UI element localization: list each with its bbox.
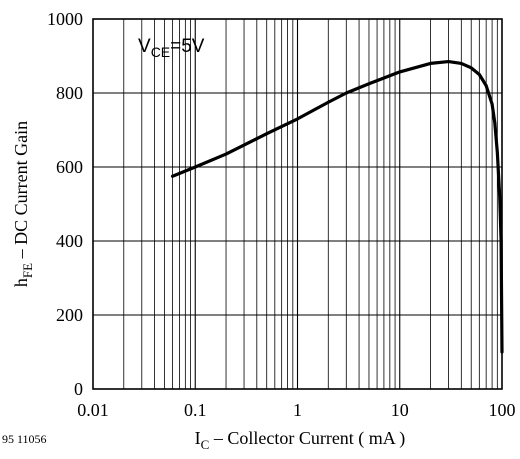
data-point [498,195,501,198]
series-points [171,60,503,353]
x-tick-label: 1 [293,400,302,420]
x-tick-label: 10 [391,400,409,420]
y-tick-label: 800 [56,83,83,103]
data-point [501,351,504,354]
data-point [327,101,330,104]
data-point [345,92,348,95]
y-tick-label: 0 [74,379,83,399]
data-point [496,151,499,154]
y-tick-label: 400 [56,231,83,251]
x-tick-label: 100 [489,400,516,420]
y-axis-label: hFE – DC Current Gain [11,121,35,287]
data-point [478,73,481,76]
y-tick-label: 1000 [47,9,83,29]
data-point [485,84,488,87]
series-line [170,59,504,354]
data-point [265,132,268,135]
figure-id: 95 11056 [2,432,47,446]
data-point [225,153,228,156]
data-point [460,62,463,65]
data-point [470,66,473,69]
grid [93,19,502,389]
annotation-vce: VCE=5V [138,36,205,60]
plot-frame [92,18,503,390]
x-axis-label: IC – Collector Current ( mA ) [195,428,406,452]
data-point [491,103,494,106]
data-point [398,70,401,73]
data-point [367,82,370,85]
data-point [447,60,450,63]
data-point [296,117,299,120]
data-point [500,240,503,243]
data-point [171,175,174,178]
x-tick-label: 0.1 [184,400,207,420]
data-point [493,121,496,124]
data-point [429,62,432,65]
y-tick-label: 200 [56,305,83,325]
y-tick-label: 600 [56,157,83,177]
x-tick-label: 0.01 [77,400,109,420]
data-point [194,166,197,169]
